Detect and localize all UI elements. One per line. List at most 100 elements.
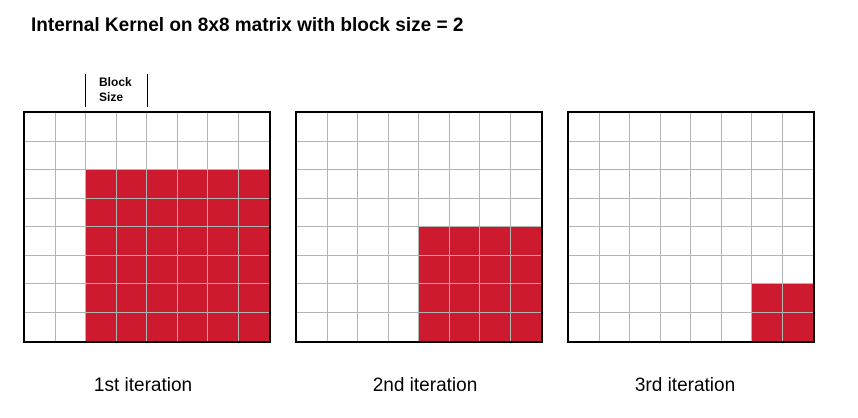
matrix-cell [55, 312, 86, 341]
matrix-cell [55, 113, 86, 142]
matrix-cell-active [480, 312, 511, 341]
matrix-cell [510, 170, 541, 199]
matrix-cell [599, 312, 630, 341]
matrix-cell-active [238, 255, 269, 284]
matrix-cell [208, 141, 239, 170]
matrix-cell-active [510, 255, 541, 284]
matrix-cell-active [782, 284, 813, 313]
matrix-cell-active [147, 170, 178, 199]
matrix-cell [25, 198, 56, 227]
matrix-cell [782, 198, 813, 227]
matrix-cell [449, 141, 480, 170]
matrix-cell [721, 170, 752, 199]
matrix-cell [449, 170, 480, 199]
matrix-cell [55, 284, 86, 313]
matrix-cell [660, 227, 691, 256]
matrix-cell-active [177, 198, 208, 227]
matrix-iteration-3 [567, 111, 815, 343]
matrix-cell [327, 113, 358, 142]
matrix-cell [238, 113, 269, 142]
matrix-cell [599, 284, 630, 313]
matrix-cell [388, 141, 419, 170]
matrix-cell [660, 170, 691, 199]
matrix-cell-active [116, 227, 147, 256]
matrix-cell-active [208, 312, 239, 341]
matrix-cell [630, 170, 661, 199]
matrix-cell-active [449, 227, 480, 256]
matrix-cell [55, 198, 86, 227]
matrix-cell [782, 141, 813, 170]
matrix-cell [569, 284, 600, 313]
matrix-cell [297, 141, 328, 170]
matrix-cell-active [208, 255, 239, 284]
matrix-cell [297, 170, 328, 199]
matrix-cell [691, 255, 722, 284]
matrix-cell [449, 113, 480, 142]
matrix-cell-active [238, 198, 269, 227]
matrix-cell [297, 284, 328, 313]
block-size-label: Block Size [99, 75, 132, 105]
matrix-cell-active [510, 312, 541, 341]
matrix-cell [358, 284, 389, 313]
matrix-cell-active [86, 227, 117, 256]
matrix-cell [388, 227, 419, 256]
matrix-cell-active [86, 170, 117, 199]
matrix-cell [327, 170, 358, 199]
matrix-cell-active [480, 284, 511, 313]
matrix-cell-active [147, 255, 178, 284]
matrix-cell [147, 141, 178, 170]
block-size-annotation: Block Size [85, 74, 148, 107]
matrix-cell-active [238, 170, 269, 199]
matrix-cell [752, 227, 783, 256]
matrix-cell [297, 227, 328, 256]
matrix-cell [569, 255, 600, 284]
matrix-cell [419, 198, 450, 227]
matrix-cell-active [177, 227, 208, 256]
matrix-cell [691, 312, 722, 341]
matrix-cell-active [177, 284, 208, 313]
matrix-cell [721, 141, 752, 170]
matrix-cell [327, 312, 358, 341]
matrix-cell [388, 255, 419, 284]
matrix-cell-active [177, 170, 208, 199]
diagram-title: Internal Kernel on 8x8 matrix with block… [31, 15, 464, 36]
matrix-cell [782, 170, 813, 199]
matrix-cell-active [147, 284, 178, 313]
matrix-cell [358, 312, 389, 341]
matrix-cell [25, 113, 56, 142]
matrix-cell [660, 113, 691, 142]
matrix-cell [691, 284, 722, 313]
matrix-cell-active [419, 255, 450, 284]
matrix-cell [297, 113, 328, 142]
matrix-cell [752, 141, 783, 170]
matrix-cell [116, 113, 147, 142]
matrix-cell [630, 312, 661, 341]
matrix-cell-active [238, 284, 269, 313]
matrix-cell [630, 113, 661, 142]
matrix-cell [177, 113, 208, 142]
caption-iteration-2: 2nd iteration [372, 375, 478, 396]
matrix-cell [599, 113, 630, 142]
matrix-cell [388, 312, 419, 341]
matrix-cell [569, 113, 600, 142]
matrix-cell [419, 170, 450, 199]
matrix-cell [25, 255, 56, 284]
matrix-cell-active [480, 255, 511, 284]
matrix-cell [691, 198, 722, 227]
matrix-cell [297, 312, 328, 341]
matrix-cell-active [86, 198, 117, 227]
matrix-cell [358, 227, 389, 256]
matrix-cell [599, 227, 630, 256]
matrix-cell [782, 113, 813, 142]
matrix-cell-active [116, 312, 147, 341]
caption-iteration-1: 1st iteration [93, 375, 193, 396]
matrix-cell [660, 312, 691, 341]
matrix-cell-active [419, 284, 450, 313]
matrix-cell [752, 170, 783, 199]
matrix-cell [480, 141, 511, 170]
matrix-cell-active [449, 312, 480, 341]
matrix-cell [599, 141, 630, 170]
matrix-cell-active [86, 255, 117, 284]
matrix-cell [721, 198, 752, 227]
matrix-cell-active [238, 227, 269, 256]
